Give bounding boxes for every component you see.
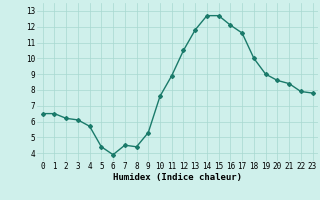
X-axis label: Humidex (Indice chaleur): Humidex (Indice chaleur)	[113, 173, 242, 182]
